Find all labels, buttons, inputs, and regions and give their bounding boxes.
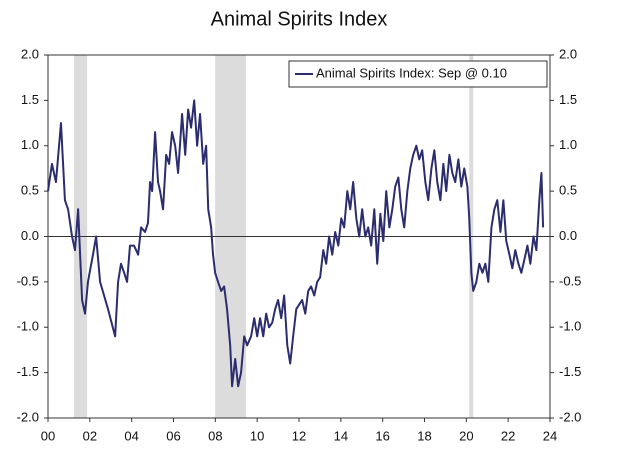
y2-tick-label: -0.5 <box>559 273 581 288</box>
x-tick-label: 24 <box>543 428 557 443</box>
y-tick-label: -1.0 <box>17 319 39 334</box>
x-tick-label: 00 <box>41 428 55 443</box>
y2-tick-label: 0.0 <box>559 228 577 243</box>
y-tick-label: -1.5 <box>17 364 39 379</box>
y2-tick-label: -1.5 <box>559 364 581 379</box>
y-tick-label: 0.0 <box>21 228 39 243</box>
legend-label: Animal Spirits Index: Sep @ 0.10 <box>316 65 507 80</box>
x-tick-label: 12 <box>292 428 306 443</box>
x-tick-label: 08 <box>208 428 222 443</box>
x-tick-label: 02 <box>83 428 97 443</box>
x-tick-label: 04 <box>124 428 138 443</box>
y-tick-label: -2.0 <box>17 409 39 424</box>
y2-tick-label: -2.0 <box>559 409 581 424</box>
plot-frame <box>47 54 551 419</box>
chart-title: Animal Spirits Index <box>211 8 388 30</box>
series-line <box>47 99 545 388</box>
x-tick-label: 20 <box>459 428 473 443</box>
x-tick-label: 22 <box>501 428 515 443</box>
y2-tick-label: 0.5 <box>559 183 577 198</box>
x-tick-label: 14 <box>334 428 348 443</box>
y-tick-label: 0.5 <box>21 183 39 198</box>
y-tick-label: 2.0 <box>21 46 39 61</box>
legend-box <box>288 60 548 88</box>
y2-tick-label: 1.5 <box>559 92 577 107</box>
y2-tick-label: 1.0 <box>559 137 577 152</box>
x-tick-label: 10 <box>250 428 264 443</box>
y-tick-label: -0.5 <box>17 273 39 288</box>
x-tick-label: 06 <box>166 428 180 443</box>
y-tick-label: 1.5 <box>21 92 39 107</box>
x-tick-label: 16 <box>375 428 389 443</box>
y2-tick-label: -1.0 <box>559 319 581 334</box>
x-tick-label: 18 <box>417 428 431 443</box>
y2-tick-label: 2.0 <box>559 46 577 61</box>
y-tick-label: 1.0 <box>21 137 39 152</box>
